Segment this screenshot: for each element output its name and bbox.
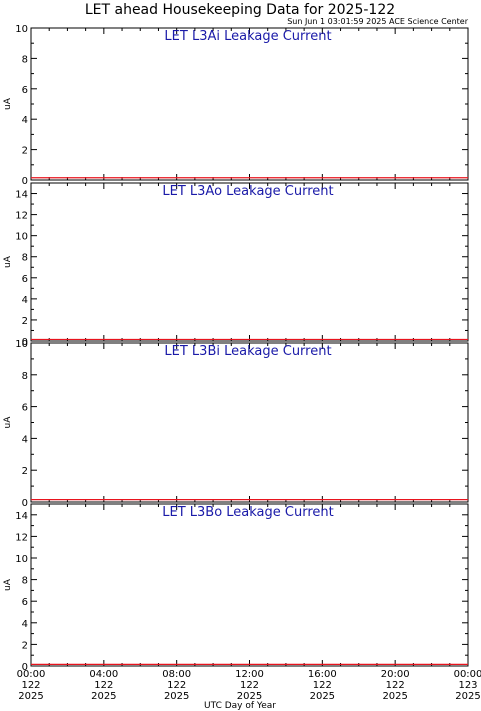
x-tick-year: 2025 [455,691,480,702]
panel-frame [30,503,469,667]
y-tick-label: 6 [22,403,28,414]
x-tick-year: 2025 [164,691,189,702]
panel-4: 0 2 4 6 8 10 12 14 LET L3Bo Leakage Current uA [3,503,469,673]
y-tick-label: 8 [22,371,28,382]
x-tick-day: 122 [94,680,113,691]
y-tick-label: 0 [22,498,28,509]
y-tick-label: 14 [15,511,28,522]
y-axis-label: uA [3,255,13,268]
x-tick-year: 2025 [237,691,262,702]
x-tick-day: 122 [167,680,186,691]
y-tick-label: 6 [22,597,28,608]
y-tick-label: 8 [22,253,28,264]
x-tick-day: 122 [386,680,405,691]
x-tick-time: 20:00 [381,669,410,680]
y-tick-label: 12 [15,532,28,543]
y-tick-label: 0 [22,662,28,673]
panel-title: LET L3Ao Leakage Current [162,184,333,199]
x-axis: 00:00122202504:00122202508:00122202512:0… [17,669,481,702]
y-tick-label: 8 [22,54,28,65]
x-tick-time: 08:00 [162,669,191,680]
y-tick-label: 10 [15,554,28,565]
x-tick-day: 122 [313,680,332,691]
x-tick-day: 122 [240,680,259,691]
panel-frame [30,27,469,181]
y-tick-label: 0 [22,176,28,187]
x-tick-year: 2025 [91,691,116,702]
x-tick-day: 123 [458,680,477,691]
panel-2: 0 2 4 6 8 10 12 14 LET L3Ao Leakage Current uA [3,182,469,348]
y-tick-label: 2 [22,466,28,477]
figure-subtitle: Sun Jun 1 03:01:59 2025 ACE Science Cent… [287,17,469,26]
panel-title: LET L3Bi Leakage Current [164,344,331,359]
x-tick-time: 04:00 [89,669,118,680]
panel-3: 0 2 4 6 8 10 LET L3Bi Leakage Current uA [3,339,469,509]
y-tick-label: 8 [22,576,28,587]
y-tick-label: 10 [15,232,28,243]
y-tick-label: 2 [22,316,28,327]
y-tick-label: 0 [22,337,28,348]
y-tick-label: 6 [22,85,28,96]
x-tick-year: 2025 [382,691,407,702]
panel-title: LET L3Bo Leakage Current [162,505,334,520]
y-axis-label: uA [3,97,13,110]
x-tick-day: 122 [21,680,40,691]
y-tick-label: 14 [15,190,28,201]
y-tick-label: 10 [15,24,28,35]
x-tick-year: 2025 [310,691,335,702]
panel-frame [30,182,469,342]
y-tick-label: 4 [22,619,28,630]
y-axis-label: uA [3,578,13,591]
x-tick-year: 2025 [18,691,43,702]
y-tick-label: 2 [22,146,28,157]
panels: 0 2 4 6 8 10 LET L3Ai Leakage Current uA 0 2 4 6 8 10… [3,24,469,673]
panel-1: 0 2 4 6 8 10 LET L3Ai Leakage Current uA [3,24,469,187]
y-axis-label: uA [3,416,13,429]
figure-title: LET ahead Housekeeping Data for 2025-122 [85,2,395,18]
x-tick-time: 00:00 [454,669,481,680]
x-tick-time: 16:00 [308,669,337,680]
y-tick-label: 12 [15,211,28,222]
x-tick-time: 12:00 [235,669,264,680]
y-tick-label: 4 [22,295,28,306]
y-tick-label: 4 [22,434,28,445]
y-tick-label: 6 [22,274,28,285]
panel-title: LET L3Ai Leakage Current [164,29,331,44]
y-tick-label: 10 [15,339,28,350]
y-tick-label: 4 [22,115,28,126]
x-axis-label: UTC Day of Year [204,701,276,711]
y-tick-label: 2 [22,640,28,651]
panel-frame [30,342,469,503]
x-tick-time: 00:00 [17,669,46,680]
